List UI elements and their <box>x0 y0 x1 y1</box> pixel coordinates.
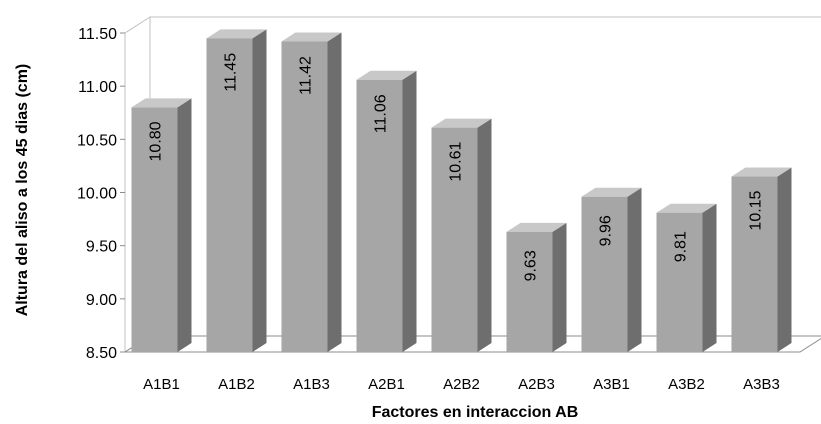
bar-top <box>656 203 717 213</box>
x-tick-label: A2B3 <box>518 376 555 393</box>
bar-top <box>131 98 192 108</box>
y-axis-title: Altura del aliso a los 45 dias (cm) <box>14 64 31 317</box>
bar-top <box>581 187 642 197</box>
bar-front <box>356 79 403 352</box>
bar-A1B3: 11.42 <box>281 32 342 353</box>
bar-side <box>402 70 417 352</box>
bar-front <box>656 212 703 352</box>
bar-front <box>206 38 253 353</box>
y-tick-label: 11.00 <box>78 79 117 96</box>
x-tick-label: A2B1 <box>368 376 405 393</box>
bar-top <box>206 29 267 39</box>
bar-A2B1: 11.06 <box>356 70 417 352</box>
y-tick-label: 10.50 <box>77 132 117 149</box>
data-label: 10.15 <box>748 190 765 230</box>
bar-top <box>281 32 342 42</box>
y-tick-label: 8.50 <box>86 345 117 362</box>
data-label: 11.06 <box>373 94 390 133</box>
bar-A3B3: 10.15 <box>731 167 792 352</box>
y-tick-label: 10.00 <box>77 186 117 203</box>
bar-side <box>777 167 792 352</box>
bar-A2B3: 9.63 <box>506 222 567 352</box>
data-label: 11.42 <box>298 56 315 95</box>
bar-side <box>702 203 717 352</box>
y-axis-ticks: 8.50 9.00 9.50 10.00 10.50 11.00 11.50 <box>77 26 125 362</box>
bar-front <box>281 41 328 353</box>
bar-front <box>506 231 553 352</box>
bar-front <box>131 107 178 352</box>
bar-top <box>506 222 567 232</box>
bar-side <box>552 222 567 352</box>
data-label: 10.61 <box>448 142 465 182</box>
y-tick-label: 11.50 <box>78 26 117 43</box>
bars: 10.80 11.45 11.42 11.06 10.61 9.63 9.96 9.81 10.… <box>131 29 792 353</box>
bar-side <box>627 187 642 352</box>
back-wall <box>150 16 821 18</box>
x-axis-title: Factores en interaccion AB <box>372 404 579 421</box>
bar-front <box>731 176 778 352</box>
y-tick-label: 9.50 <box>86 239 117 256</box>
bar-A1B2: 11.45 <box>206 29 267 353</box>
x-axis-ticks: A1B1 A1B2 A1B3 A2B1 A2B2 A2B3 A3B1 A3B2 A3B3 <box>143 376 780 393</box>
x-tick-label: A2B2 <box>443 376 480 393</box>
x-tick-label: A3B3 <box>743 376 780 393</box>
x-tick-label: A3B2 <box>668 376 705 393</box>
x-tick-label: A1B2 <box>218 376 255 393</box>
bar-A2B2: 10.61 <box>431 118 492 353</box>
x-tick-label: A1B1 <box>143 376 180 393</box>
bar-top <box>356 70 417 80</box>
data-label: 9.81 <box>673 231 690 262</box>
bar-side <box>252 29 267 352</box>
bar-A1B1: 10.80 <box>131 98 192 352</box>
data-label: 10.80 <box>148 121 165 161</box>
data-label: 9.63 <box>523 250 540 281</box>
bar-A3B2: 9.81 <box>656 203 717 352</box>
x-tick-label: A1B3 <box>293 376 330 393</box>
x-tick-label: A3B1 <box>593 376 630 393</box>
bar-side <box>477 118 492 353</box>
y-tick-label: 9.00 <box>86 292 117 309</box>
bar-side <box>177 98 192 352</box>
bar-top <box>431 118 492 128</box>
bar-side <box>327 32 342 353</box>
data-label: 11.45 <box>223 53 240 92</box>
bar-front <box>431 127 478 353</box>
bar-top <box>731 167 792 177</box>
data-label: 9.96 <box>598 215 615 246</box>
bar-A3B1: 9.96 <box>581 187 642 352</box>
bar-front <box>581 196 628 352</box>
